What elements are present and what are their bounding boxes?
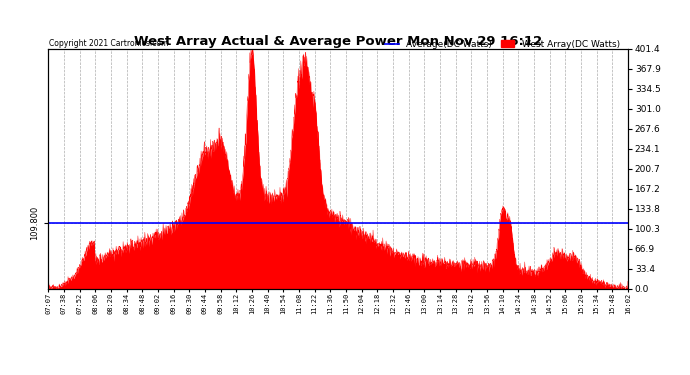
Legend: Average(DC Watts), West Array(DC Watts): Average(DC Watts), West Array(DC Watts) [382, 36, 623, 52]
Title: West Array Actual & Average Power Mon Nov 29 16:12: West Array Actual & Average Power Mon No… [134, 34, 542, 48]
Text: Copyright 2021 Cartronics.com: Copyright 2021 Cartronics.com [50, 39, 169, 48]
